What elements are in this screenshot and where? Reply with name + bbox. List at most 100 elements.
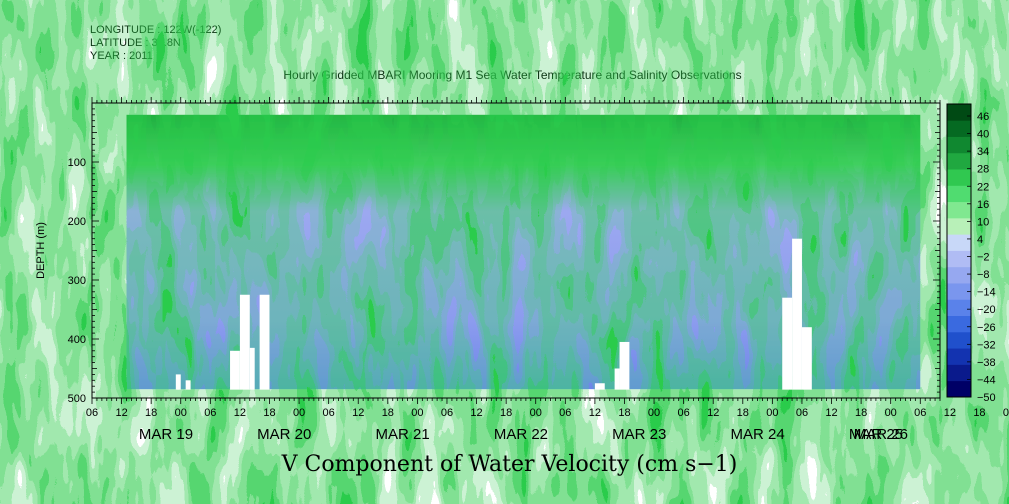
colorbar-swatch (947, 283, 971, 300)
x-hour-tick-label: 06 (796, 407, 808, 419)
x-date-label: MAR 20 (257, 426, 311, 443)
y-tick-label: 200 (68, 216, 86, 228)
colorbar-label: 40 (977, 129, 989, 141)
x-hour-tick-label: 18 (500, 407, 512, 419)
colorbar-label: 10 (977, 216, 989, 228)
x-axis-title: V Component of Water Velocity (cm s−1) (281, 452, 738, 477)
colorbar-swatch (947, 201, 971, 219)
x-hour-tick-label: 12 (944, 407, 956, 419)
missing-data-block (230, 350, 240, 390)
x-hour-tick-label: 18 (973, 407, 985, 419)
missing-data-block (175, 374, 181, 390)
y-tick-label: 100 (68, 157, 86, 169)
longitude-label: LONGITUDE : 122W(-122) (90, 24, 222, 36)
colorbar-swatch (947, 234, 971, 251)
colorbar-swatch (947, 250, 971, 268)
x-hour-tick-label: 00 (411, 407, 423, 419)
x-date-label: MAR 24 (730, 426, 784, 443)
colorbar-label: −14 (977, 287, 996, 299)
missing-data-block (801, 327, 812, 390)
colorbar-label: 28 (977, 164, 989, 176)
missing-data-block (594, 383, 605, 390)
x-hour-tick-label: 06 (559, 407, 571, 419)
x-hour-tick-label: 06 (323, 407, 335, 419)
x-hour-tick-label: 00 (766, 407, 778, 419)
colorbar-swatch (947, 217, 971, 235)
year-label: YEAR : 2011 (90, 50, 153, 62)
x-hour-tick-label: 00 (530, 407, 542, 419)
colorbar-label: −32 (977, 339, 996, 351)
y-tick-label: 300 (68, 275, 86, 287)
metadata-block: LONGITUDE : 122W(-122) LATITUDE : 36.8N … (90, 24, 221, 63)
x-date-label: MAR 21 (376, 426, 430, 443)
colorbar-label: 16 (977, 199, 989, 211)
chart-title: Hourly Gridded MBARI Mooring M1 Sea Wate… (283, 68, 742, 82)
x-hour-tick-label: 12 (352, 407, 364, 419)
colorbar-frame (946, 103, 972, 398)
x-date-label: MAR 22 (494, 426, 548, 443)
x-hour-tick-label: 18 (263, 407, 275, 419)
x-date-label: MAR 25 (849, 426, 903, 443)
x-hour-tick-label: 06 (678, 407, 690, 419)
latitude-label: LATITUDE : 36.8N (90, 37, 181, 49)
x-hour-tick-label: 06 (914, 407, 926, 419)
missing-data-block (259, 294, 270, 390)
y-tick-label: 400 (68, 334, 86, 346)
colorbar-label: 4 (977, 234, 983, 246)
colorbar-swatch (947, 104, 971, 121)
colorbar-swatch (947, 380, 971, 398)
colorbar-label: −2 (977, 252, 990, 264)
x-hour-tick-label: 12 (825, 407, 837, 419)
colorbar-label: −20 (977, 304, 996, 316)
x-hour-tick-label: 12 (707, 407, 719, 419)
x-hour-tick-label: 18 (855, 407, 867, 419)
colorbar-label: 22 (977, 181, 989, 193)
missing-data-block (792, 238, 802, 390)
colorbar-swatch (947, 364, 971, 382)
x-hour-tick-label: 18 (145, 407, 157, 419)
x-hour-tick-label: 12 (470, 407, 482, 419)
colorbar-swatch (947, 136, 971, 154)
colorbar-swatch (947, 315, 971, 333)
colorbar-label: −26 (977, 322, 996, 334)
colorbar-swatch (947, 152, 971, 170)
x-hour-tick-label: 12 (589, 407, 601, 419)
missing-data-block (782, 297, 793, 390)
missing-data-block (619, 341, 630, 390)
x-date-label: MAR 19 (139, 426, 193, 443)
colorbar-swatch (947, 331, 971, 349)
colorbar-swatch (947, 169, 971, 186)
x-hour-tick-label: 00 (175, 407, 187, 419)
colorbar-label: −44 (977, 374, 996, 386)
x-hour-tick-label: 00 (648, 407, 660, 419)
x-hour-tick-label: 18 (382, 407, 394, 419)
missing-data-block (614, 368, 620, 390)
x-date-label: MAR 26 (854, 426, 908, 443)
missing-data-block (249, 347, 255, 390)
x-hour-tick-label: 18 (737, 407, 749, 419)
colorbar-label: 46 (977, 111, 989, 123)
chart-title-wrap: Hourly Gridded MBARI Mooring M1 Sea Wate… (0, 68, 1009, 82)
y-tick-label: 500 (68, 393, 86, 405)
x-date-label: MAR 23 (612, 426, 666, 443)
x-hour-tick-label: 00 (1003, 407, 1009, 419)
colorbar-label: −8 (977, 269, 990, 281)
colorbar-swatch (947, 185, 971, 203)
x-hour-tick-label: 06 (204, 407, 216, 419)
x-hour-tick-label: 00 (885, 407, 897, 419)
colorbar-swatch (947, 266, 971, 284)
x-hour-tick-label: 06 (441, 407, 453, 419)
missing-data-block (239, 294, 250, 390)
x-hour-tick-label: 12 (234, 407, 246, 419)
colorbar-swatch (947, 120, 971, 137)
colorbar-label: −38 (977, 357, 996, 369)
x-hour-tick-label: 06 (86, 407, 98, 419)
colorbar-swatch (947, 348, 971, 365)
colorbar-label: −50 (977, 392, 996, 404)
colorbar-swatch (947, 299, 971, 317)
colorbar-label: 34 (977, 146, 989, 158)
x-axis-title-wrap: V Component of Water Velocity (cm s−1) (0, 452, 1009, 477)
x-hour-tick-label: 18 (618, 407, 630, 419)
y-axis-title: DEPTH (m) (35, 222, 47, 279)
